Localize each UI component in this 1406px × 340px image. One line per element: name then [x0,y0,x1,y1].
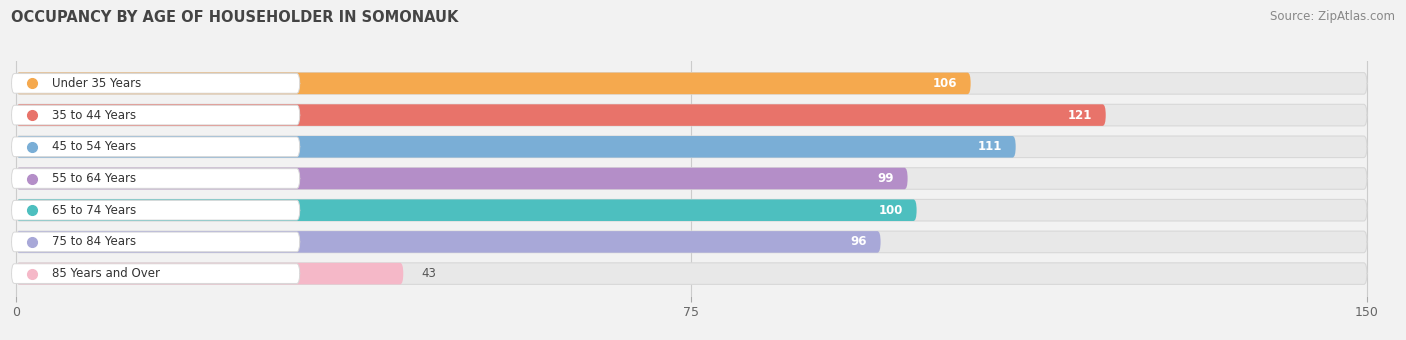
FancyBboxPatch shape [11,200,299,220]
Text: 75 to 84 Years: 75 to 84 Years [52,235,136,249]
Text: 111: 111 [977,140,1002,153]
Text: 55 to 64 Years: 55 to 64 Years [52,172,136,185]
FancyBboxPatch shape [15,136,1367,157]
Text: 85 Years and Over: 85 Years and Over [52,267,160,280]
FancyBboxPatch shape [11,73,299,93]
Text: Under 35 Years: Under 35 Years [52,77,142,90]
Text: 45 to 54 Years: 45 to 54 Years [52,140,136,153]
FancyBboxPatch shape [11,169,299,188]
FancyBboxPatch shape [11,264,299,284]
FancyBboxPatch shape [15,104,1105,126]
Text: 121: 121 [1067,108,1092,122]
FancyBboxPatch shape [15,168,908,189]
FancyBboxPatch shape [11,137,299,157]
FancyBboxPatch shape [11,232,299,252]
Text: 65 to 74 Years: 65 to 74 Years [52,204,136,217]
FancyBboxPatch shape [15,73,970,94]
FancyBboxPatch shape [15,168,1367,189]
Text: OCCUPANCY BY AGE OF HOUSEHOLDER IN SOMONAUK: OCCUPANCY BY AGE OF HOUSEHOLDER IN SOMON… [11,10,458,25]
FancyBboxPatch shape [15,263,404,284]
Text: Source: ZipAtlas.com: Source: ZipAtlas.com [1270,10,1395,23]
FancyBboxPatch shape [15,231,1367,253]
FancyBboxPatch shape [15,263,1367,284]
Text: 100: 100 [879,204,903,217]
Text: 106: 106 [932,77,957,90]
FancyBboxPatch shape [15,200,1367,221]
FancyBboxPatch shape [15,73,1367,94]
Text: 43: 43 [422,267,436,280]
FancyBboxPatch shape [15,200,917,221]
FancyBboxPatch shape [11,105,299,125]
FancyBboxPatch shape [15,136,1015,157]
FancyBboxPatch shape [15,104,1367,126]
FancyBboxPatch shape [15,231,880,253]
Text: 35 to 44 Years: 35 to 44 Years [52,108,136,122]
Text: 99: 99 [877,172,894,185]
Text: 96: 96 [851,235,868,249]
